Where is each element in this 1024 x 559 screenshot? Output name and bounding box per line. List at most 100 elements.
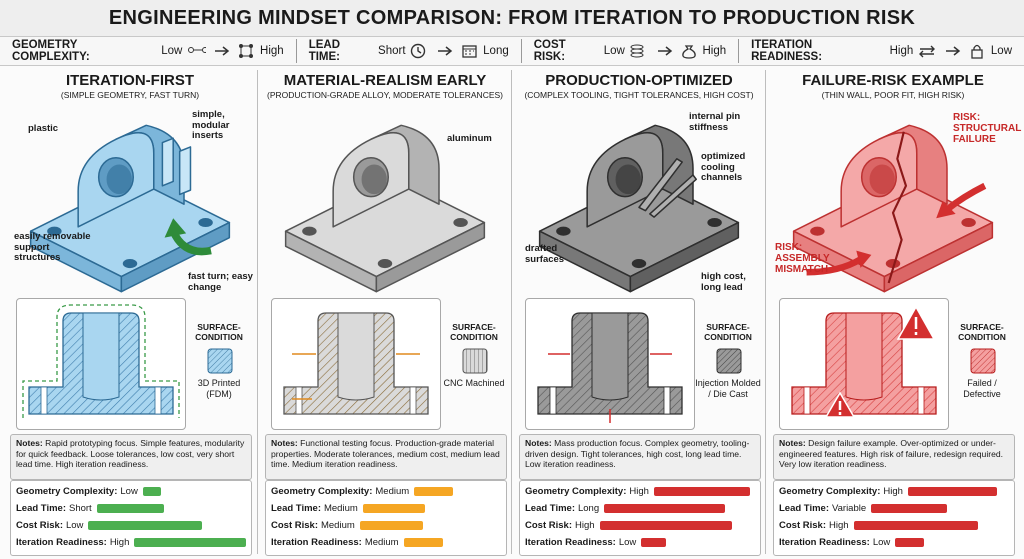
legend-to: High bbox=[702, 45, 727, 57]
metric-label: Cost Risk: bbox=[16, 520, 63, 531]
column: FAILURE-RISK EXAMPLE (THIN WALL, POOR FIT… bbox=[767, 66, 1021, 556]
column-title: ITERATION-FIRST bbox=[65, 72, 195, 89]
metric-bar bbox=[142, 487, 162, 496]
legend-icon bbox=[971, 44, 983, 59]
notes-text: Design failure example. Over-optimized o… bbox=[779, 438, 1004, 469]
surface-label: SURFACE-CONDITION bbox=[704, 322, 752, 342]
metric-label: Lead Time: bbox=[16, 503, 66, 514]
surface-value: CNC Machined bbox=[443, 378, 505, 388]
metric-bar bbox=[871, 504, 947, 513]
column-divider bbox=[511, 70, 512, 554]
metrics-box: Geometry Complexity: Medium Lead Time: Medi… bbox=[265, 480, 507, 556]
metric-label: Cost Risk: bbox=[779, 520, 826, 531]
surface-swatch bbox=[207, 348, 233, 374]
surface-label: SURFACE-CONDITION bbox=[450, 322, 498, 342]
metric-label: Iteration Readiness: bbox=[779, 537, 870, 548]
metrics-box: Geometry Complexity: Low Lead Time: Short Co… bbox=[10, 480, 252, 556]
legend-icon bbox=[919, 45, 936, 58]
metric-value: Medium bbox=[364, 537, 399, 548]
metric-track bbox=[88, 521, 246, 530]
metric-track bbox=[895, 538, 1009, 547]
column-subtitle: (PRODUCTION-GRADE ALLOY, MODERATE TOLERA… bbox=[267, 90, 503, 100]
notes-box: Notes: Mass production focus. Complex ge… bbox=[519, 434, 761, 480]
metric-label: Lead Time: bbox=[525, 503, 575, 514]
column-subtitle: (COMPLEX TOOLING, TIGHT TOLERANCES, HIGH… bbox=[524, 90, 754, 100]
metric-bar bbox=[96, 504, 164, 513]
metric-value: High bbox=[574, 520, 595, 531]
metric-track bbox=[641, 538, 755, 547]
callout-label: internal pin stiffness bbox=[689, 111, 741, 133]
metric-row: Lead Time: Medium bbox=[271, 500, 501, 517]
surface-value: Injection Molded / Die Cast bbox=[695, 378, 761, 399]
metric-bar bbox=[895, 538, 924, 547]
legend-from: Short bbox=[378, 45, 406, 57]
metric-label: Cost Risk: bbox=[525, 520, 572, 531]
metric-value: Low bbox=[65, 520, 84, 531]
metric-value: High bbox=[828, 520, 849, 531]
notes-box: Notes: Functional testing focus. Product… bbox=[265, 434, 507, 480]
column-subtitle: (THIN WALL, POOR FIT, HIGH RISK) bbox=[821, 90, 965, 100]
metric-row: Cost Risk: High bbox=[779, 517, 1009, 534]
column-divider bbox=[765, 70, 766, 554]
column: MATERIAL-REALISM EARLY (PRODUCTION-GRADE … bbox=[259, 66, 511, 556]
metric-label: Geometry Complexity: bbox=[779, 486, 881, 497]
surface-swatch bbox=[970, 348, 996, 374]
metric-row: Iteration Readiness: Low bbox=[525, 534, 755, 551]
section-box bbox=[16, 298, 186, 430]
metric-bar bbox=[134, 538, 246, 547]
notes-label: Notes: bbox=[525, 438, 552, 448]
legend-label: COST RISK: bbox=[533, 39, 566, 63]
column: ITERATION-FIRST (SIMPLE GEOMETRY, FAST TU… bbox=[4, 66, 256, 556]
legend-icon bbox=[410, 43, 425, 59]
metric-bar bbox=[403, 538, 443, 547]
legend-icon bbox=[630, 44, 644, 58]
cross-section bbox=[791, 305, 937, 418]
metric-bar bbox=[88, 521, 202, 530]
metric-label: Iteration Readiness: bbox=[525, 537, 616, 548]
column: PRODUCTION-OPTIMIZED (COMPLEX TOOLING, TI… bbox=[513, 66, 765, 556]
metric-label: Geometry Complexity: bbox=[16, 486, 118, 497]
surface-value: 3D Printed (FDM) bbox=[197, 378, 241, 399]
metric-track bbox=[414, 487, 501, 496]
metric-row: Iteration Readiness: High bbox=[16, 534, 246, 551]
metrics-box: Geometry Complexity: High Lead Time: Long Co… bbox=[519, 480, 761, 556]
metric-bar bbox=[641, 538, 667, 547]
callout-label: plastic bbox=[28, 123, 59, 134]
legend-icon bbox=[239, 44, 254, 58]
legend-from: Low bbox=[603, 45, 625, 57]
metric-value: Low bbox=[120, 486, 138, 497]
metric-bar bbox=[414, 487, 454, 496]
cross-section bbox=[22, 304, 180, 418]
legend-to: Long bbox=[483, 45, 509, 57]
metric-bar bbox=[604, 504, 725, 513]
metric-value: Short bbox=[68, 503, 92, 514]
legend-from: Low bbox=[161, 45, 183, 57]
legend-to: Low bbox=[990, 45, 1013, 57]
surface-swatch bbox=[462, 348, 488, 374]
part-illustration bbox=[284, 124, 486, 293]
surface-swatch bbox=[716, 348, 742, 374]
metrics-box: Geometry Complexity: High Lead Time: Variab… bbox=[773, 480, 1015, 556]
section-box bbox=[271, 298, 441, 430]
metric-row: Lead Time: Variable bbox=[779, 500, 1009, 517]
legend-item: COST RISK: Low High bbox=[522, 39, 740, 63]
notes-text: Rapid prototyping focus. Simple features… bbox=[16, 438, 245, 469]
legend-item: ITERATION READINESS: High Low bbox=[739, 39, 1024, 63]
metric-row: Geometry Complexity: High bbox=[779, 483, 1009, 500]
metric-label: Geometry Complexity: bbox=[525, 486, 627, 497]
cross-section bbox=[537, 312, 683, 423]
metric-track bbox=[142, 487, 246, 496]
column-title: FAILURE-RISK EXAMPLE bbox=[802, 72, 984, 89]
metric-row: Lead Time: Long bbox=[525, 500, 755, 517]
notes-box: Notes: Rapid prototyping focus. Simple f… bbox=[10, 434, 252, 480]
metric-value: Low bbox=[618, 537, 637, 548]
metric-bar bbox=[653, 487, 750, 496]
section-box bbox=[525, 298, 695, 430]
metric-bar bbox=[907, 487, 997, 496]
metric-track bbox=[362, 504, 501, 513]
metric-row: Geometry Complexity: Low bbox=[16, 483, 246, 500]
metric-label: Iteration Readiness: bbox=[271, 537, 362, 548]
metric-track bbox=[907, 487, 1009, 496]
callout-label: optimized cooling channels bbox=[701, 151, 746, 183]
